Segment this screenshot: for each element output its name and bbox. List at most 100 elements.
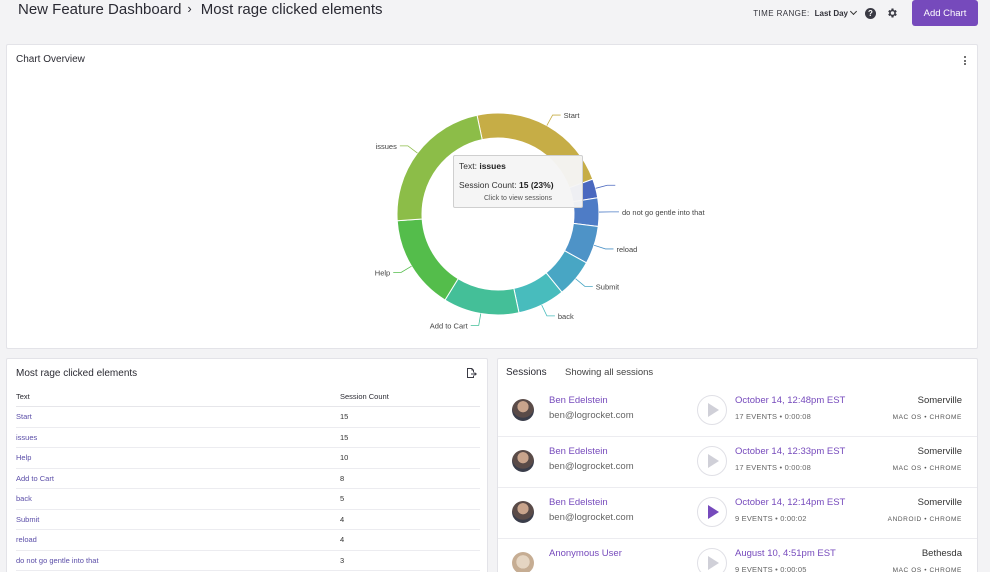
table-row[interactable]: Help 10 (16, 448, 480, 469)
avatar[interactable] (512, 501, 534, 523)
session-user-name[interactable]: Ben Edelstein (549, 395, 608, 406)
row-text-link[interactable]: issues (16, 432, 38, 442)
tooltip-count-label: Session Count: (459, 180, 517, 190)
slice-label: Add to Cart (430, 321, 469, 330)
play-session-button[interactable] (697, 548, 727, 572)
table-row[interactable]: do not go gentle into that 3 (16, 551, 480, 571)
table-row[interactable]: Submit 4 (16, 510, 480, 530)
slice-leader-line (593, 244, 614, 250)
column-header-text: Text (16, 392, 30, 401)
donut-slice[interactable] (396, 218, 459, 301)
row-text-link[interactable]: Submit (16, 514, 40, 524)
chart-tooltip[interactable]: Text: issues Session Count: 15 (23%) Cli… (453, 155, 583, 208)
sessions-title: Sessions (506, 367, 547, 378)
slice-leader-line (399, 145, 418, 154)
chart-overview-card: Chart Overview Start do not go gentle int… (6, 44, 978, 349)
header-controls: TIME RANGE: Last Day ? Add Chart (753, 0, 978, 26)
session-row[interactable]: Ben Edelstein ben@logrocket.com October 14… (498, 488, 977, 539)
chevron-down-icon (849, 7, 858, 15)
slice-label: Start (564, 111, 581, 120)
session-os-browser: ANDROID • CHROME (887, 516, 962, 523)
add-chart-button[interactable]: Add Chart (912, 0, 978, 26)
session-os-browser: MAC OS • CHROME (892, 465, 962, 472)
avatar[interactable] (512, 399, 534, 421)
session-user-name[interactable]: Ben Edelstein (549, 497, 608, 508)
row-text-link[interactable]: back (16, 494, 32, 504)
session-date[interactable]: October 14, 12:48pm EST (735, 395, 846, 406)
row-session-count: 15 (340, 432, 349, 442)
play-session-button[interactable] (697, 395, 727, 425)
session-city: Somerville (917, 446, 962, 457)
session-row[interactable]: Ben Edelstein ben@logrocket.com October 14… (498, 386, 977, 437)
donut-slice[interactable] (396, 114, 483, 222)
table-header: Text Session Count (16, 392, 480, 407)
breadcrumb-root[interactable]: New Feature Dashboard (18, 1, 182, 18)
time-range-dropdown[interactable]: Last Day (814, 7, 858, 18)
session-events: 17 EVENTS • 0:00:08 (735, 463, 812, 472)
session-city: Somerville (917, 395, 962, 406)
row-text-link[interactable]: Help (16, 453, 32, 463)
play-icon (708, 454, 719, 468)
session-events: 9 EVENTS • 0:00:02 (735, 514, 807, 523)
slice-leader-line (470, 313, 482, 326)
play-icon (708, 556, 719, 570)
slice-leader-line (595, 184, 616, 189)
session-row[interactable]: Ben Edelstein ben@logrocket.com October 14… (498, 437, 977, 488)
breadcrumb-chevron-icon: › (187, 1, 192, 16)
breadcrumb: New Feature Dashboard › Most rage clicked … (18, 1, 383, 18)
row-text-link[interactable]: do not go gentle into that (16, 555, 99, 565)
table-row[interactable]: reload 4 (16, 530, 480, 551)
row-session-count: 10 (340, 453, 349, 463)
rage-clicks-card: Most rage clicked elements Text Session … (6, 358, 488, 572)
session-user-email: ben@logrocket.com (549, 512, 634, 523)
slice-label: reload (616, 245, 637, 254)
session-user-email: ben@logrocket.com (549, 461, 634, 472)
slice-label: Submit (596, 282, 620, 291)
row-session-count: 4 (340, 514, 345, 524)
row-session-count: 8 (340, 473, 345, 483)
slice-leader-line (575, 278, 593, 287)
play-icon (708, 505, 719, 519)
avatar[interactable] (512, 450, 534, 472)
session-date[interactable]: August 10, 4:51pm EST (735, 548, 836, 559)
session-row[interactable]: Anonymous User August 10, 4:51pm EST 9 EVE… (498, 539, 977, 572)
session-events: 17 EVENTS • 0:00:08 (735, 412, 812, 421)
session-os-browser: MAC OS • CHROME (892, 567, 962, 572)
slice-leader-line (393, 265, 412, 273)
time-range-label: TIME RANGE: (753, 8, 810, 18)
tooltip-text-label: Text: (459, 161, 477, 171)
session-events: 9 EVENTS • 0:00:05 (735, 565, 807, 572)
more-options-icon[interactable] (964, 56, 967, 66)
rage-clicks-table: Text Session Count Start 15 issues 15 Help 10… (16, 392, 480, 571)
table-row[interactable]: Start 15 (16, 407, 480, 428)
session-user-name[interactable]: Anonymous User (549, 548, 622, 559)
slice-leader-line (541, 304, 555, 317)
table-row[interactable]: Add to Cart 8 (16, 469, 480, 489)
slice-label: do not go gentle into that (622, 208, 705, 217)
session-user-email: ben@logrocket.com (549, 410, 634, 421)
row-session-count: 5 (340, 494, 345, 504)
row-text-link[interactable]: Start (16, 412, 32, 422)
play-icon (708, 403, 719, 417)
settings-button[interactable] (885, 7, 898, 20)
play-session-button[interactable] (697, 497, 727, 527)
donut-slice[interactable] (444, 278, 520, 316)
row-text-link[interactable]: reload (16, 535, 37, 545)
session-date[interactable]: October 14, 12:14pm EST (735, 497, 846, 508)
table-row[interactable]: issues 15 (16, 428, 480, 448)
slice-leader-line (546, 114, 561, 126)
sessions-subtitle: Showing all sessions (565, 367, 654, 378)
export-icon[interactable] (465, 367, 477, 379)
session-user-name[interactable]: Ben Edelstein (549, 446, 608, 457)
row-text-link[interactable]: Add to Cart (16, 473, 54, 483)
play-session-button[interactable] (697, 446, 727, 476)
row-session-count: 15 (340, 412, 349, 422)
help-button[interactable]: ? (864, 7, 877, 20)
tooltip-text-value: issues (479, 161, 506, 171)
slice-label: back (558, 312, 574, 321)
session-os-browser: MAC OS • CHROME (892, 414, 962, 421)
session-date[interactable]: October 14, 12:33pm EST (735, 446, 846, 457)
table-row[interactable]: back 5 (16, 489, 480, 510)
avatar[interactable] (512, 552, 534, 572)
time-range-value: Last Day (814, 8, 848, 18)
